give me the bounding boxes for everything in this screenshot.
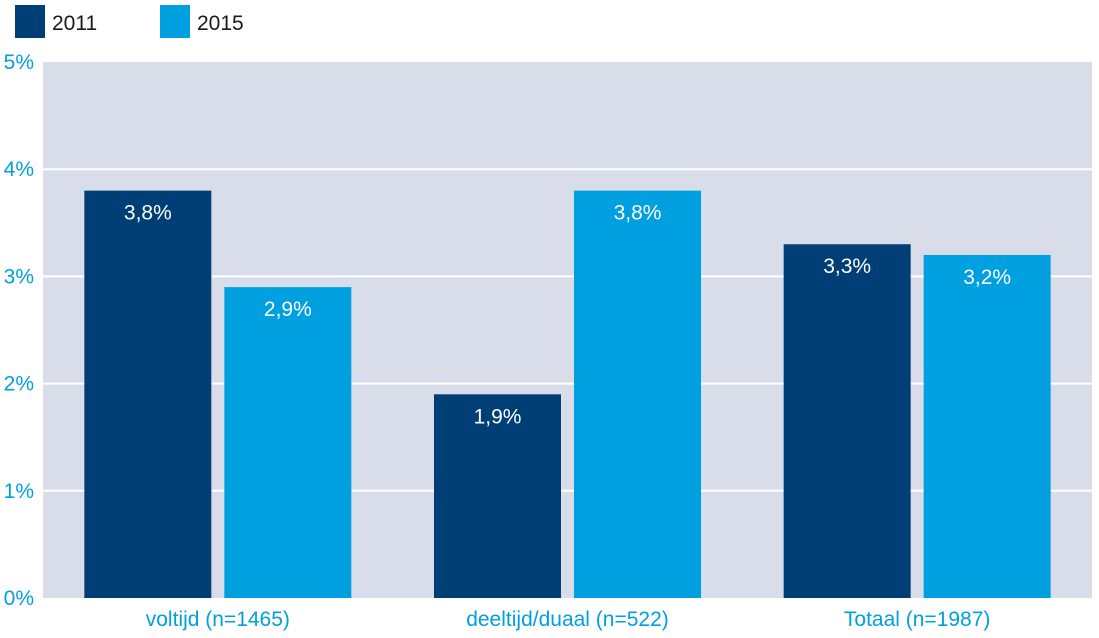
y-tick-label: 1% <box>4 480 34 503</box>
x-tick-label: deeltijd/duaal (n=522) <box>466 608 669 631</box>
plot-background <box>43 62 1092 598</box>
legend: 2011 2015 <box>15 5 244 38</box>
legend-swatch-2015 <box>160 5 190 38</box>
y-tick-label: 3% <box>4 265 34 288</box>
bar-2015-deeltijd-duaal-n-522 <box>574 190 701 598</box>
value-labels: 3,8% 2,9% 1,9% 3,8% 3,3% 3,2% <box>124 202 1011 429</box>
value-label: 2,9% <box>264 298 312 321</box>
gridlines <box>43 168 1092 492</box>
y-tick-label: 4% <box>4 158 34 181</box>
bar-2015-voltijd-n-1465 <box>224 287 352 598</box>
value-label: 3,8% <box>124 202 172 225</box>
y-axis-ticks: 0% 1% 2% 3% 4% 5% <box>4 51 34 610</box>
legend-label-2015: 2015 <box>197 12 244 35</box>
bar-2011-totaal-n-1987 <box>783 244 911 599</box>
x-axis-labels: voltijd (n=1465) deeltijd/duaal (n=522) To… <box>146 608 991 631</box>
bar-2011-deeltijd-duaal-n-522 <box>434 394 561 598</box>
x-tick-label: Totaal (n=1987) <box>844 608 991 631</box>
y-tick-label: 0% <box>4 587 34 610</box>
bar-2015-totaal-n-1987 <box>923 254 1051 598</box>
y-tick-label: 2% <box>4 373 34 396</box>
value-label: 1,9% <box>474 405 522 428</box>
x-tick-label: voltijd (n=1465) <box>146 608 290 631</box>
value-label: 3,3% <box>823 255 871 278</box>
bars <box>84 190 1051 599</box>
value-label: 3,2% <box>963 266 1011 289</box>
bar-2011-voltijd-n-1465 <box>84 190 212 598</box>
y-tick-label: 5% <box>4 51 34 74</box>
value-label: 3,8% <box>614 202 662 225</box>
legend-swatch-2011 <box>15 5 45 38</box>
legend-label-2011: 2011 <box>52 12 97 35</box>
